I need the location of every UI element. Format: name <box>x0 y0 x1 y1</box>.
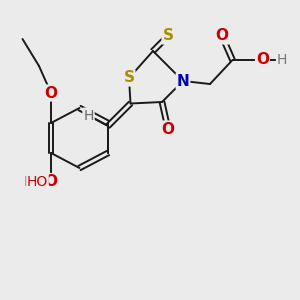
Text: HO: HO <box>27 175 48 188</box>
Text: O: O <box>44 174 58 189</box>
Text: O: O <box>161 122 175 136</box>
Text: O: O <box>44 85 58 100</box>
Text: H: H <box>23 175 34 188</box>
Text: O: O <box>256 52 269 68</box>
Text: S: S <box>163 28 173 44</box>
Text: S: S <box>124 70 134 86</box>
Text: N: N <box>177 74 189 88</box>
Text: H: H <box>277 53 287 67</box>
Text: O: O <box>215 28 229 44</box>
Text: H: H <box>83 109 94 122</box>
